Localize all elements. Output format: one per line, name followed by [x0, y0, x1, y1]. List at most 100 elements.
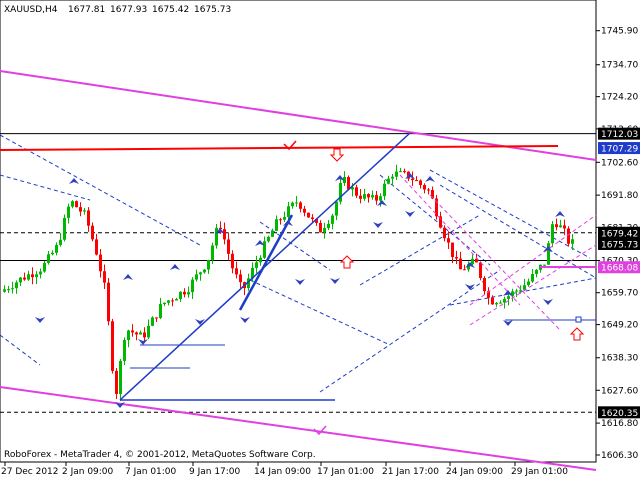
- candle-body: [51, 252, 54, 255]
- candle-body: [199, 272, 202, 275]
- candle-body: [251, 267, 254, 279]
- candle-body: [319, 222, 322, 233]
- price-label-bg: [598, 142, 640, 155]
- candle-body: [15, 282, 18, 289]
- y-tick-label: 1702.60: [601, 158, 638, 168]
- candle-body: [35, 274, 38, 278]
- y-tick-label: 1627.60: [601, 386, 638, 396]
- candle-body: [239, 274, 242, 283]
- candle-body: [523, 285, 526, 290]
- y-tick-label: 1745.90: [601, 27, 638, 37]
- price-label: 1620.35: [601, 409, 638, 419]
- time-axis[interactable]: 27 Dec 2012 2 Jan 09:00 7 Jan 01:00 9 Jan 1…: [1, 462, 568, 477]
- candle-body: [171, 300, 174, 302]
- candle-body: [87, 210, 90, 226]
- candle-body: [59, 239, 62, 245]
- candle-body: [223, 229, 226, 240]
- symbol-header: XAUUSD,H4: [4, 5, 58, 15]
- channel-bottom-line: [0, 386, 597, 471]
- y-tick-label: 1734.70: [601, 61, 638, 71]
- impulse-line: [238, 214, 294, 311]
- candle-body: [567, 228, 570, 244]
- candle-body: [295, 202, 298, 204]
- y-tick-label: 1659.70: [601, 289, 638, 299]
- fractal-down-marker: [195, 319, 205, 325]
- candle-body: [219, 227, 222, 230]
- fractal-down-marker: [543, 299, 553, 305]
- candle-body: [455, 257, 458, 259]
- candle-body: [187, 292, 190, 295]
- candle-body: [371, 195, 374, 198]
- x-tick-label: 29 Jan 01:00: [511, 467, 568, 477]
- price-label: 1668.08: [601, 264, 638, 274]
- x-tick-label: 7 Jan 01:00: [125, 467, 177, 477]
- down-arrow-icon: [329, 148, 345, 162]
- fractal-up-marker: [335, 175, 345, 181]
- candle-body: [263, 241, 266, 258]
- candle-body: [351, 187, 354, 190]
- candle-body: [519, 289, 522, 291]
- candle-body: [543, 264, 546, 266]
- candle-body: [139, 332, 142, 335]
- candle-body: [363, 194, 366, 199]
- candle-body: [283, 217, 286, 220]
- candle-body: [23, 277, 26, 280]
- guide-dashed-line: [439, 184, 597, 279]
- channel-dashed-line: [469, 214, 597, 306]
- fractal-down-marker: [115, 402, 125, 408]
- guide-dashed-line: [249, 279, 391, 346]
- channel-top-line: [0, 70, 597, 161]
- candle-body: [247, 278, 250, 289]
- candle-body: [259, 257, 262, 263]
- candle-body: [367, 194, 370, 198]
- fractal-down-marker: [330, 278, 340, 284]
- x-tick-label: 21 Jan 17:00: [382, 467, 439, 477]
- candle-body: [355, 187, 358, 196]
- fractal-down-marker: [35, 317, 45, 323]
- candle-body: [335, 201, 338, 216]
- candle-body: [447, 238, 450, 243]
- channel-dashed-line: [429, 194, 561, 331]
- candle-body: [103, 271, 106, 283]
- candle-body: [359, 195, 362, 199]
- fractal-up-marker: [170, 264, 180, 270]
- candle-body: [279, 219, 282, 221]
- x-tick-label: 24 Jan 09:00: [446, 467, 503, 477]
- candle-body: [55, 244, 58, 253]
- ohlc-high: 1677.93: [110, 5, 147, 15]
- candle-body: [475, 258, 478, 263]
- candle-body: [95, 239, 98, 255]
- candle-body: [403, 171, 406, 173]
- candle-body: [271, 230, 274, 237]
- candle-body: [231, 253, 234, 269]
- candle-body: [131, 330, 134, 333]
- candle-body: [63, 217, 66, 240]
- x-tick-label: 2 Jan 09:00: [62, 467, 114, 477]
- candle-body: [291, 202, 294, 207]
- candle-body: [531, 274, 534, 282]
- x-tick-label: 17 Jan 01:00: [317, 467, 374, 477]
- fractal-up-marker: [503, 290, 513, 296]
- candle-body: [423, 185, 426, 190]
- candle-body: [547, 243, 550, 265]
- analysis-drawings: [0, 70, 597, 471]
- guide-dashed-line: [259, 221, 331, 271]
- resistance-line: [0, 145, 559, 151]
- y-tick-label: 1649.20: [601, 321, 638, 331]
- candle-body: [431, 190, 434, 199]
- candle-body: [203, 269, 206, 273]
- candle-body: [503, 298, 506, 303]
- price-label: 1675.73: [601, 240, 638, 250]
- candle-body: [147, 325, 150, 338]
- up-arrow-icon: [569, 327, 585, 341]
- candle-body: [47, 254, 50, 263]
- candle-body: [107, 282, 110, 322]
- candle-body: [275, 219, 278, 231]
- dashed-guide-lines: [0, 134, 597, 393]
- candle-body: [311, 217, 314, 219]
- candle-body: [459, 258, 462, 270]
- candle-body: [127, 330, 130, 341]
- price-label: 1707.29: [601, 145, 638, 155]
